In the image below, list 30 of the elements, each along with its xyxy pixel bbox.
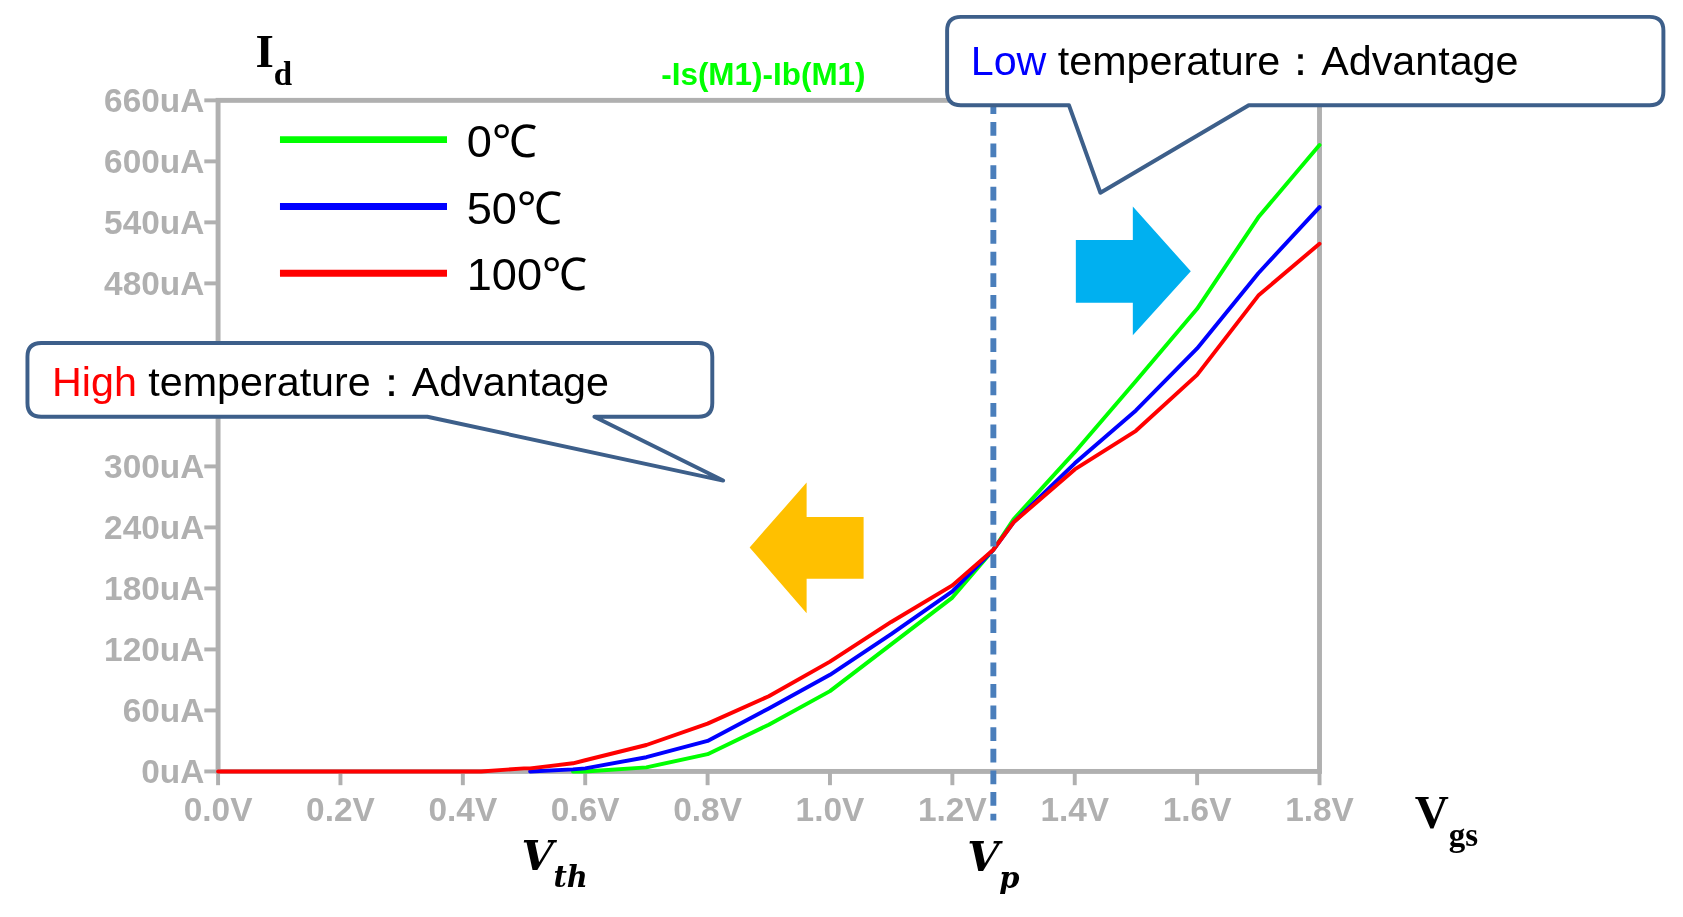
y-tick-label: 300uA bbox=[104, 448, 205, 486]
x-tick-label: 0.4V bbox=[428, 790, 498, 828]
y-tick-label: 120uA bbox=[104, 631, 205, 669]
y-tick-label: 540uA bbox=[104, 204, 205, 242]
y-tick-label: 480uA bbox=[104, 265, 205, 303]
text: Low temperature：Advantage bbox=[970, 37, 1519, 84]
x-tick-label: 1.0V bbox=[795, 790, 866, 828]
y-tick-label: 600uA bbox=[104, 143, 205, 181]
y-tick-label: 240uA bbox=[104, 509, 205, 547]
x-tick-label: 0.2V bbox=[306, 790, 376, 828]
x-tick-label: 0.0V bbox=[183, 790, 254, 828]
annotation: High temperature：Advantage bbox=[52, 359, 609, 406]
x-tick-label: 0.6V bbox=[550, 790, 621, 828]
annotation: V$_{th}$ bbox=[521, 830, 588, 894]
ref-line-label: V$_{p}$ bbox=[967, 831, 1020, 895]
x-tick-label: 1.6V bbox=[1162, 790, 1233, 828]
y-tick-label: 0uA bbox=[141, 753, 205, 791]
x-tick-label: 1.8V bbox=[1285, 790, 1355, 828]
legend-label: 0℃ bbox=[466, 115, 537, 167]
x-tick-label: 0.8V bbox=[673, 790, 743, 828]
legend-label: 100℃ bbox=[466, 249, 588, 301]
y-axis-title: I$_{d}$ bbox=[255, 24, 293, 92]
x-axis-title: V$_{gs}$ bbox=[1414, 786, 1479, 854]
y-tick-label: 660uA bbox=[104, 82, 205, 120]
y-tick-label: 60uA bbox=[122, 692, 205, 730]
x-tick-label: 1.4V bbox=[1040, 790, 1110, 828]
y-tick-label: 180uA bbox=[104, 570, 205, 608]
x-tick-label: 1.2V bbox=[918, 790, 988, 828]
chart-title: -Is(M1)-Ib(M1) bbox=[661, 56, 866, 92]
legend-label: 50℃ bbox=[466, 182, 562, 234]
